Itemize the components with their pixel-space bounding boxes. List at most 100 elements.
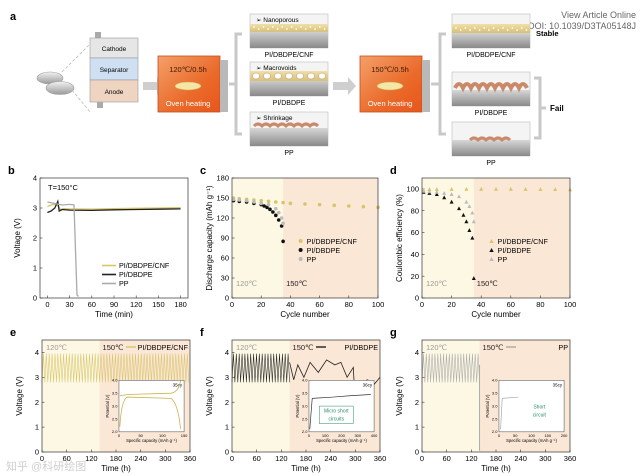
mid-cards: ➢ Nanoporous PI/DBDPE/CNF ➢ Macrovoids PI/D… bbox=[249, 13, 329, 157]
x-tick-label: 0 bbox=[230, 300, 234, 309]
legend-marker bbox=[298, 239, 303, 243]
bracket-left bbox=[234, 32, 242, 136]
panel-letter: b bbox=[8, 165, 15, 177]
inset-tag: 35cy bbox=[553, 382, 563, 387]
inset-frame bbox=[118, 380, 185, 433]
inset-y-label: Potential (V) bbox=[105, 394, 110, 418]
data-point bbox=[538, 187, 543, 191]
y-tick-label: 120 bbox=[216, 214, 229, 223]
y-tick-label: 90 bbox=[221, 234, 229, 243]
macrovoid bbox=[252, 72, 260, 80]
inset-x-tick-label: 0 bbox=[308, 433, 311, 438]
data-point bbox=[259, 198, 264, 203]
inset-x-tick-label: 200 bbox=[338, 433, 345, 438]
legend-label: PP bbox=[558, 343, 568, 352]
region-bg bbox=[232, 340, 290, 452]
card-tag: ➢ Nanoporous bbox=[256, 17, 299, 24]
inset-x-tick-label: 0 bbox=[498, 433, 501, 438]
pore bbox=[290, 26, 293, 28]
card-caption: PI/DBDPE/CNF bbox=[466, 52, 515, 59]
region-label-120: 120℃ bbox=[426, 343, 448, 352]
inset-y-tick-label: 3.0 bbox=[302, 403, 308, 408]
pore bbox=[516, 29, 518, 31]
chart-b: b 0 30 60 90 120 150 180 0 1 2 3 4 Time (min) Voltage … bbox=[8, 165, 189, 319]
electrode-layer bbox=[250, 78, 328, 96]
pore bbox=[511, 27, 514, 29]
data-point bbox=[449, 199, 454, 204]
mid-card-1: ➢ Macrovoids PI/DBDPE bbox=[249, 61, 329, 107]
inset-y-tick-label: 2.5 bbox=[492, 416, 498, 421]
oven-1: 120℃/0.5h Oven heating bbox=[157, 55, 228, 113]
y-tick-label: 2 bbox=[225, 398, 229, 407]
view-article-link[interactable]: View Article Online bbox=[561, 10, 636, 20]
electrode-layer bbox=[250, 30, 328, 48]
y-tick-label: 20 bbox=[411, 272, 419, 281]
y-tick-label: 60 bbox=[411, 228, 419, 237]
inset-y-tick-label: 3.5 bbox=[492, 391, 498, 396]
pore bbox=[478, 29, 481, 31]
inset-x-label: Specific capacity (mAh g⁻¹) bbox=[316, 438, 367, 443]
data-point bbox=[274, 213, 278, 218]
data-point bbox=[274, 200, 278, 204]
annotation: T=150°C bbox=[48, 183, 78, 192]
inset-x-tick-label: 0 bbox=[118, 433, 121, 438]
y-tick-label: 150 bbox=[216, 194, 229, 203]
pore bbox=[253, 26, 255, 28]
inset-x-tick-label: 150 bbox=[544, 433, 551, 438]
legend-label: PI/DBDPE/CNF bbox=[138, 343, 189, 352]
x-tick-label: 60 bbox=[315, 300, 323, 309]
data-point bbox=[434, 187, 439, 191]
data-point bbox=[276, 210, 281, 215]
x-tick-label: 240 bbox=[324, 454, 337, 463]
region-bg bbox=[422, 340, 480, 452]
inset-x-tick-label: 150 bbox=[181, 433, 188, 438]
right-card-2: PP bbox=[451, 121, 531, 167]
y-axis-label: Coulombic efficiency (%) bbox=[395, 194, 404, 282]
data-point bbox=[252, 200, 256, 204]
data-point bbox=[288, 201, 293, 206]
data-point bbox=[449, 187, 454, 191]
x-tick-label: 300 bbox=[349, 454, 362, 463]
oven-2-temp: 150℃/0.5h bbox=[371, 65, 409, 74]
region-bg bbox=[42, 340, 100, 452]
cycling-trace bbox=[41, 353, 190, 383]
x-tick-label: 60 bbox=[507, 300, 515, 309]
y-tick-label: 3 bbox=[33, 204, 37, 213]
series-line bbox=[47, 199, 181, 214]
x-tick-label: 60 bbox=[62, 454, 70, 463]
series-line bbox=[47, 201, 79, 297]
inset-y-label: Potential (V) bbox=[295, 394, 300, 418]
inset-y-tick-label: 2.0 bbox=[112, 429, 118, 434]
data-point bbox=[442, 195, 447, 200]
pore bbox=[506, 29, 509, 31]
pore bbox=[492, 27, 495, 29]
inset-x-tick-label: 400 bbox=[371, 433, 378, 438]
x-tick-label: 20 bbox=[447, 300, 455, 309]
pore bbox=[276, 28, 279, 30]
cell-layer-cathode: Cathode bbox=[102, 46, 127, 53]
x-tick-label: 360 bbox=[184, 454, 197, 463]
y-tick-label: 0 bbox=[225, 294, 229, 303]
data-point bbox=[244, 198, 249, 203]
inset-annotation: Short bbox=[533, 405, 546, 411]
oven-2-label: Oven heating bbox=[368, 99, 413, 108]
pore bbox=[295, 28, 298, 30]
pore bbox=[469, 29, 471, 31]
region-label-120: 120℃ bbox=[46, 343, 68, 352]
data-point bbox=[457, 194, 461, 199]
pore bbox=[304, 28, 307, 30]
pore bbox=[286, 28, 288, 30]
pore bbox=[455, 27, 457, 29]
inset-y-tick-label: 3.5 bbox=[302, 391, 308, 396]
pore bbox=[309, 26, 312, 28]
panel-letter: c bbox=[200, 165, 206, 177]
data-point bbox=[279, 224, 284, 228]
x-tick-label: 150 bbox=[152, 300, 165, 309]
legend-label: PI/DBDPE bbox=[498, 246, 532, 255]
legend-label: PI/DBDPE/CNF bbox=[498, 237, 549, 246]
macrovoid bbox=[263, 72, 271, 80]
inset-frame bbox=[498, 380, 565, 433]
x-tick-label: 120 bbox=[130, 300, 143, 309]
legend-label: PI/DBDPE bbox=[119, 270, 153, 279]
data-point bbox=[461, 212, 466, 217]
